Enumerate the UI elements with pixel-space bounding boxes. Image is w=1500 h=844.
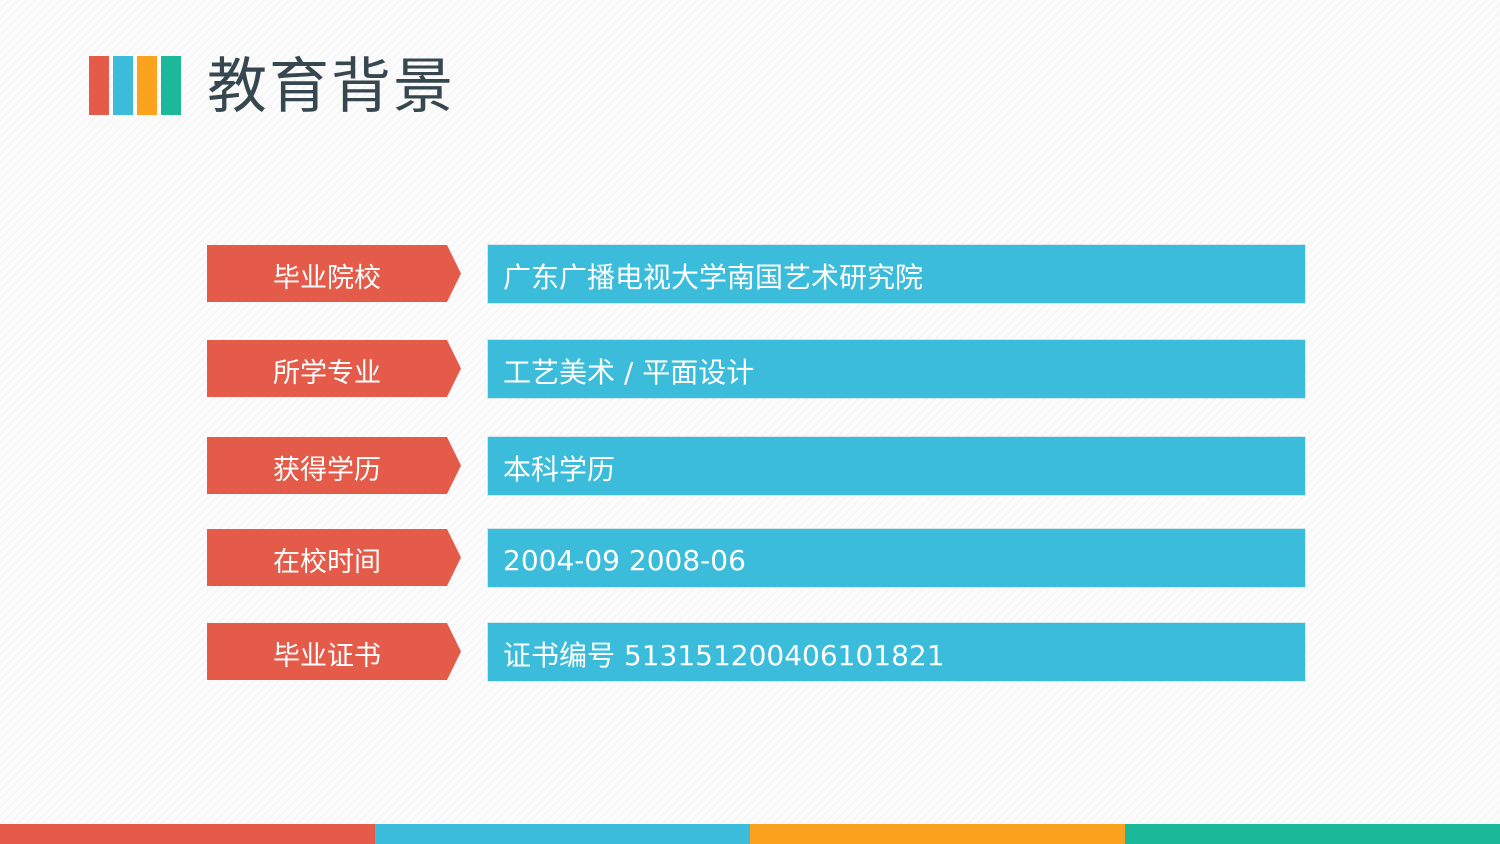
row-value: 广东广播电视大学南国艺术研究院	[487, 244, 1306, 304]
row-value: 2004-09 2008-06	[487, 528, 1306, 588]
row-value: 证书编号 513151200406101821	[487, 622, 1306, 682]
footer-teal	[1125, 824, 1500, 844]
row-label: 毕业证书	[207, 623, 461, 680]
footer-red	[0, 824, 375, 844]
info-row: 毕业证书 证书编号 513151200406101821	[207, 622, 1306, 682]
row-label: 获得学历	[207, 437, 461, 494]
row-label: 毕业院校	[207, 245, 461, 302]
footer-color-strip	[0, 824, 1500, 844]
row-label: 在校时间	[207, 529, 461, 586]
logo-color-bars	[89, 56, 181, 115]
info-row: 获得学历 本科学历	[207, 436, 1306, 496]
row-label: 所学专业	[207, 340, 461, 397]
bar-orange	[137, 56, 157, 115]
page-title: 教育背景	[207, 52, 455, 122]
row-value: 工艺美术 / 平面设计	[487, 339, 1306, 399]
info-row: 毕业院校 广东广播电视大学南国艺术研究院	[207, 244, 1306, 304]
bar-teal	[161, 56, 181, 115]
info-row: 在校时间 2004-09 2008-06	[207, 528, 1306, 588]
row-value: 本科学历	[487, 436, 1306, 496]
bar-red	[89, 56, 109, 115]
footer-orange	[750, 824, 1125, 844]
info-row: 所学专业 工艺美术 / 平面设计	[207, 339, 1306, 399]
footer-blue	[375, 824, 750, 844]
bar-blue	[113, 56, 133, 115]
